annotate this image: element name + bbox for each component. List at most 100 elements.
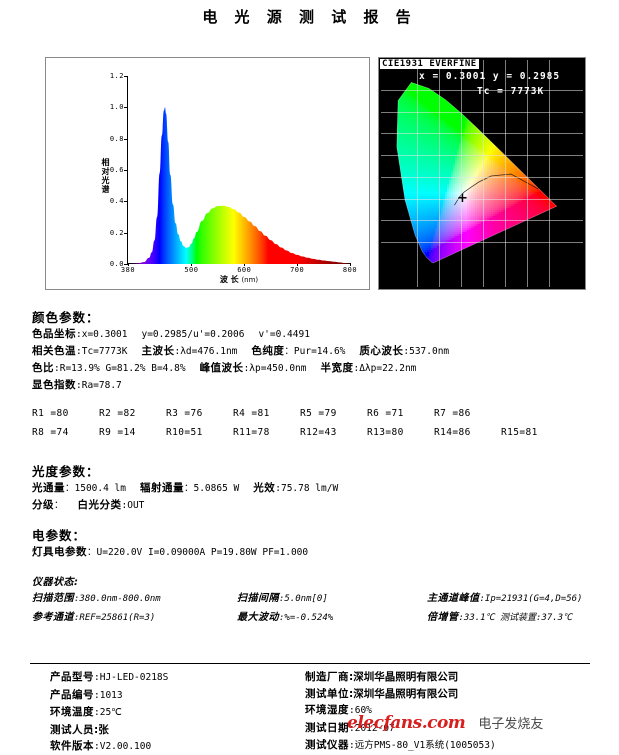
spectrum-y-tick-label: 0.4: [98, 197, 124, 205]
param-line: 色品坐标:x=0.3001 y=0.2985/u'=0.2006 v'=0.4491: [32, 326, 449, 343]
cie-grid-line-h: [381, 112, 583, 113]
spectrum-y-axis-label: 相对光谱: [100, 158, 111, 194]
param-value: ：U=220.0V I=0.09000A P=19.80W PF=1.000: [87, 547, 308, 558]
footer-label: 制造厂商: [305, 671, 349, 683]
photometric-params-heading: 光度参数：: [32, 461, 338, 480]
cie-grid-line-v: [417, 60, 418, 287]
status-value: :%=-0.524%: [279, 613, 333, 623]
param-value: :Δλp=22.2nm: [353, 363, 416, 374]
cie-xy-readout: x = 0.3001 y = 0.2985: [419, 71, 560, 82]
param-line: 显色指数:Ra=78.7: [32, 377, 449, 394]
cri-value: R4 =81: [233, 404, 300, 423]
footer-value: :HJ-LED-0218S: [94, 672, 168, 683]
cri-value: R3 =76: [166, 404, 233, 423]
param-label: 主波长: [141, 345, 174, 357]
cie-grid-line-h: [381, 177, 583, 178]
cie-tc-readout: Tc = 7773K: [477, 86, 544, 97]
spectrum-y-tick-label: 1.0: [98, 103, 124, 111]
param-label: 半宽度: [320, 362, 353, 374]
status-label: 扫描范围: [32, 593, 74, 604]
footer-row: 测试仪器:远方PMS-80_V1系统(1005053): [305, 736, 496, 754]
param-value: v'=0.4491: [258, 329, 309, 340]
cie-grid-line-h: [381, 199, 583, 200]
param-label: 质心波长: [359, 345, 403, 357]
footer-row: 产品型号:HJ-LED-0218S: [50, 668, 168, 686]
cri-value: R10=51: [166, 423, 233, 442]
cie-grid-line-h: [381, 242, 583, 243]
param-value: y=0.2985/u'=0.2006: [141, 329, 244, 340]
spectrum-x-tick-label: 500: [184, 266, 198, 274]
cri-value: R2 =82: [99, 404, 166, 423]
footer-label: 环境湿度: [305, 704, 349, 716]
spectrum-x-tick-label: 600: [237, 266, 251, 274]
footer-value: :2012-07: [349, 723, 395, 734]
footer-right-column: 制造厂商:深圳华晶照明有限公司测试单位:深圳华晶照明有限公司环境湿度:60%测试…: [305, 668, 496, 754]
footer-row: 环境温度:25℃: [50, 703, 168, 721]
spectrum-x-tick-label: 800: [343, 266, 357, 274]
cie-grid-line-h: [381, 220, 583, 221]
param-value: ：: [54, 500, 64, 511]
param-label: 色品坐标: [32, 328, 76, 340]
param-value: ：Pur=14.6%: [284, 346, 345, 357]
cri-value: R15=81: [501, 423, 568, 442]
footer-value: :25℃: [94, 707, 122, 718]
param-label: 峰值波长: [200, 362, 244, 374]
param-value: :λd=476.1nm: [174, 346, 237, 357]
instrument-status-heading: 仪器状态:: [32, 573, 607, 588]
cie-chromaticity-panel: CIE1931 EVERFINE x = 0.3001 y = 0.2985 T…: [378, 57, 586, 290]
footer-row: 测试单位:深圳华晶照明有限公司: [305, 685, 496, 702]
status-cell: 倍增管:33.1℃ 测试装置:37.3℃: [427, 607, 607, 626]
cri-value: R14=86: [434, 423, 501, 442]
param-label: 显色指数: [32, 379, 76, 391]
footer-value: :深圳华晶照明有限公司: [349, 688, 458, 700]
param-label: 光效: [253, 482, 275, 494]
cie-point-marker: +: [457, 192, 468, 205]
param-label: 相关色温: [32, 345, 76, 357]
param-label: 辐射通量: [140, 482, 184, 494]
page-title: 电 光 源 测 试 报 告: [0, 6, 619, 27]
param-value: :Tc=7773K: [76, 346, 127, 357]
cri-value: R11=78: [233, 423, 300, 442]
cri-value: [501, 404, 568, 423]
param-label: 色比: [32, 362, 54, 374]
status-cell: 参考通道:REF=25861(R=3): [32, 607, 237, 626]
param-label: 色纯度: [251, 345, 284, 357]
color-params-lines: 色品坐标:x=0.3001 y=0.2985/u'=0.2006 v'=0.4491…: [32, 326, 449, 394]
param-value: :x=0.3001: [76, 329, 127, 340]
cie-grid-line-v: [461, 60, 462, 287]
param-line: 相关色温:Tc=7773K 主波长:λd=476.1nm 色纯度：Pur=14.6%…: [32, 343, 449, 360]
status-label: 扫描间隔: [237, 593, 279, 604]
footer-row: 测试人员:张: [50, 721, 168, 738]
footer-label: 测试单位: [305, 688, 349, 700]
footer-value: :60%: [349, 705, 372, 716]
spectrum-x-axis-label: 波 长 (nm): [128, 274, 350, 285]
status-value: :33.1℃ 测试装置:37.3℃: [459, 613, 573, 623]
footer-value: :V2.00.100: [94, 741, 151, 752]
param-value: :R=13.9% G=81.2% B=4.8%: [54, 363, 186, 374]
cie-caption: CIE1931 EVERFINE: [380, 59, 479, 69]
status-label: 倍增管: [427, 612, 459, 623]
cri-value: R9 =14: [99, 423, 166, 442]
footer-label: 产品编号: [50, 689, 94, 701]
param-value: ：5.0865 W: [184, 483, 239, 494]
param-label: 灯具电参数: [32, 546, 87, 558]
footer-row: 测试日期:2012-07: [305, 719, 496, 737]
footer-label: 测试仪器: [305, 739, 349, 751]
footer-value: :1013: [94, 690, 123, 701]
spectrum-curve: [128, 76, 350, 264]
cri-value: R5 =79: [300, 404, 367, 423]
cie-grid-line-v: [549, 60, 550, 287]
status-cell: 最大波动:%=-0.524%: [237, 607, 427, 626]
footer-divider: [30, 663, 590, 664]
footer-row: 制造厂商:深圳华晶照明有限公司: [305, 668, 496, 685]
spectrum-x-tick-label: 380: [121, 266, 135, 274]
param-line: 色比:R=13.9% G=81.2% B=4.8%峰值波长:λp=450.0nm…: [32, 360, 449, 377]
